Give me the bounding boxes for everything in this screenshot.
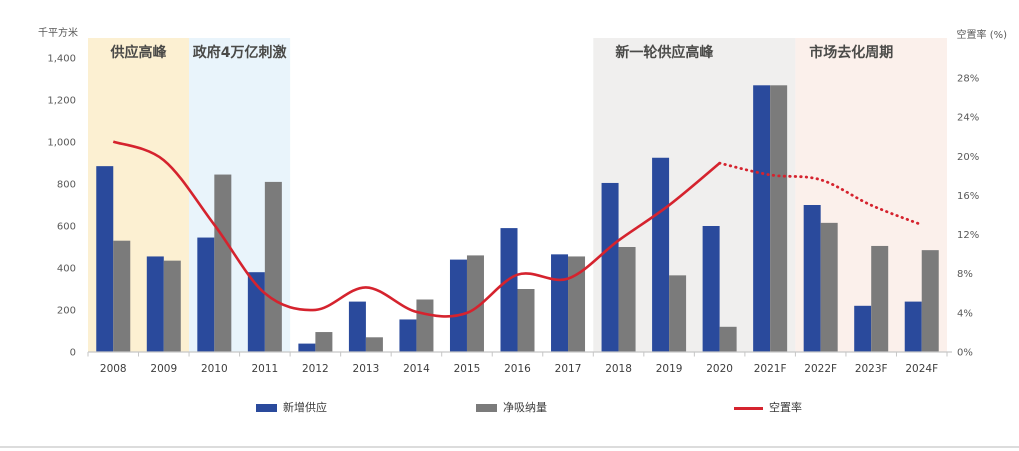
x-tick-label: 2024F [905,363,938,375]
x-tick-label: 2018 [605,363,632,375]
bar-net-absorption-2008 [113,240,131,352]
x-tick-label: 2022F [804,363,837,375]
right-tick-label: 16% [957,191,979,202]
x-tick-label: 2013 [353,363,380,375]
right-tick-label: 8% [957,269,973,280]
x-tick-label: 2016 [504,363,531,375]
right-tick-label: 20% [957,152,979,163]
right-tick-label: 0% [957,348,973,359]
x-tick-label: 2011 [251,363,278,375]
bar-net-absorption-2012 [315,332,333,352]
vacancy-line-solid [112,140,721,318]
legend-swatch-new-supply [256,404,277,412]
bars [96,85,939,353]
right-tick-label: 24% [957,113,979,124]
bar-net-absorption-2014 [416,299,434,352]
bar-new-supply-2015 [449,259,467,352]
bar-new-supply-2023F [854,305,872,352]
bar-net-absorption-2011 [264,181,282,352]
bar-new-supply-2008 [96,166,114,352]
x-tick-label: 2021F [754,363,787,375]
region-label: 新一轮供应高峰 [615,44,714,61]
right-tick-label: 4% [957,308,973,319]
legend-label-net-absorption: 净吸纳量 [503,401,547,414]
x-tick-label: 2009 [150,363,177,375]
bar-new-supply-2022F [803,205,821,352]
region-label: 供应高峰 [110,44,168,61]
left-tick-label: 600 [57,222,76,233]
left-tick-label: 1,400 [47,54,76,65]
legend-swatch-net-absorption [476,404,497,412]
bar-net-absorption-2022F [820,222,838,352]
bar-new-supply-2013 [348,301,366,352]
x-tick-label: 2023F [855,363,888,375]
right-axis-title: 空置率 (%) [957,28,1008,41]
left-tick-label: 200 [57,306,76,317]
vacancy-line-dotted-forecast [718,161,924,227]
bar-net-absorption-2017 [568,256,586,352]
bar-new-supply-2011 [247,272,265,352]
bar-new-supply-2014 [399,319,417,352]
legend-label-new-supply: 新增供应 [283,401,327,414]
bar-net-absorption-2016 [517,289,535,352]
bar-new-supply-2024F [904,301,922,352]
bar-new-supply-2016 [500,228,518,352]
region-label: 政府4万亿刺激 [193,44,287,61]
bar-new-supply-2021F [753,85,771,353]
x-tick-label: 2020 [706,363,733,375]
bar-new-supply-2010 [197,237,215,352]
x-tick-label: 2008 [100,363,127,375]
legend-label-vacancy-rate: 空置率 [769,401,802,414]
legend-swatch-vacancy-rate [734,406,763,410]
combo-bar-line-chart: 供应高峰 政府4万亿刺激 新一轮供应高峰 市场去化周期 千平方米 空置率 (%) 20… [38,26,1008,376]
bar-net-absorption-2013 [365,337,383,352]
x-tick-label: 2014 [403,363,430,375]
legend-item-new-supply: 新增供应 [256,402,327,414]
left-tick-label: 400 [57,264,76,275]
bar-net-absorption-2018 [618,247,636,352]
bar-net-absorption-2009 [163,260,181,352]
bar-new-supply-2020 [702,226,720,352]
bar-new-supply-2017 [551,254,569,352]
vacancy-line [112,140,924,318]
left-axis-title: 千平方米 [38,26,78,39]
left-tick-label: 0 [70,348,76,359]
bar-net-absorption-2019 [669,275,687,352]
x-tick-label: 2010 [201,363,228,375]
right-tick-label: 28% [957,74,979,85]
x-tick-label: 2012 [302,363,329,375]
bar-new-supply-2019 [652,157,670,352]
left-tick-label: 1,000 [47,138,76,149]
bar-net-absorption-2023F [871,245,889,352]
bar-new-supply-2018 [601,182,619,352]
right-tick-label: 12% [957,230,979,241]
bar-new-supply-2012 [298,343,316,352]
axes: 2008 2009 2010 2011 2012 2013 2014 2015 2016 2017… [47,54,979,376]
x-tick-label: 2015 [454,363,481,375]
legend-item-vacancy-rate: 空置率 [734,402,802,414]
bar-net-absorption-2024F [921,250,939,352]
legend-item-net-absorption: 净吸纳量 [476,402,547,414]
bar-new-supply-2009 [146,256,164,352]
bar-net-absorption-2010 [214,174,232,352]
left-tick-label: 1,200 [47,96,76,107]
region-label: 市场去化周期 [809,44,893,61]
x-tick-label: 2019 [656,363,683,375]
bar-net-absorption-2015 [466,255,484,352]
x-tick-label: 2017 [555,363,582,375]
left-tick-label: 800 [57,180,76,191]
footer-divider [0,446,1019,448]
bar-net-absorption-2021F [770,85,788,353]
legend: 新增供应 净吸纳量 空置率 [0,402,1019,418]
bar-net-absorption-2020 [719,326,737,352]
